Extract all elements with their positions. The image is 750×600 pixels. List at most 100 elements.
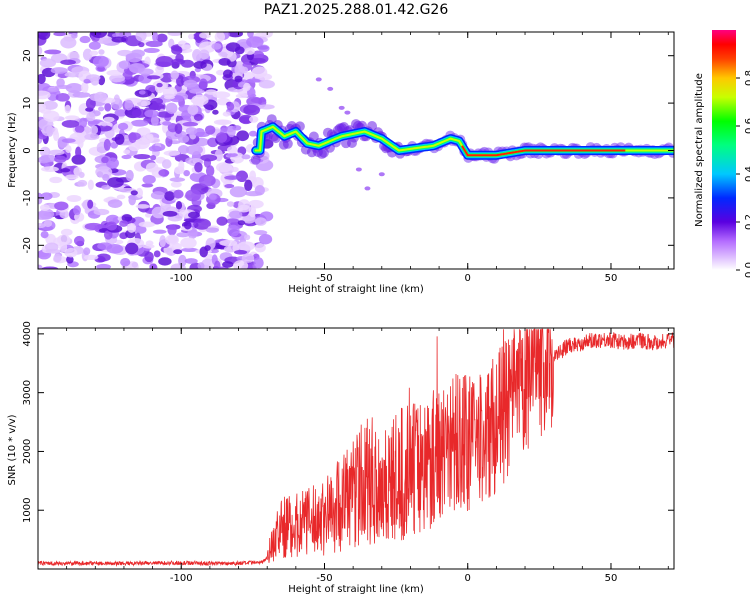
noise-blob [104, 102, 112, 112]
noise-blob [174, 166, 185, 175]
noise-blob [193, 113, 203, 121]
noise-blob [146, 133, 154, 140]
noise-blob [77, 179, 88, 187]
spectrogram-ytick-labels: 20 10 0 -10 -20 [22, 49, 33, 253]
noise-blob [81, 81, 89, 93]
noise-blob [226, 201, 235, 207]
noise-blob [111, 32, 125, 38]
noise-blob [234, 75, 243, 83]
colorbar-tick-label: 0.0 [744, 262, 750, 278]
noise-blob [253, 257, 264, 269]
noise-blob [189, 88, 205, 94]
noise-blob [43, 219, 53, 228]
snr-frame [37, 327, 675, 570]
noise-blob [101, 184, 111, 190]
noise-blob [194, 162, 203, 173]
noise-blob [162, 86, 178, 98]
colorbar-gradient [712, 30, 736, 270]
noise-blob [165, 102, 178, 114]
noise-blob [74, 125, 85, 134]
noise-blob [98, 49, 105, 55]
noise-blob [185, 127, 198, 135]
noise-blob [188, 33, 195, 40]
noise-blob [38, 32, 51, 40]
noise-blob [141, 183, 154, 188]
noise-blob [119, 220, 129, 227]
noise-blob [85, 97, 96, 110]
noise-blob [102, 173, 110, 182]
noise-blob [162, 121, 172, 126]
noise-blob [205, 227, 220, 233]
noise-blob [248, 130, 258, 137]
noise-blob [231, 166, 239, 173]
noise-blob [211, 42, 222, 50]
noise-blob [155, 55, 174, 68]
noise-blob [39, 208, 55, 220]
noise-blob [167, 224, 177, 236]
noise-blob [131, 261, 139, 268]
noise-blob [216, 120, 230, 125]
noise-blob [243, 82, 251, 92]
noise-blob [213, 260, 221, 269]
spectrogram-ticks [37, 32, 674, 269]
noise-blob [138, 221, 156, 228]
noise-blob [222, 111, 231, 117]
noise-blob [209, 249, 219, 254]
noise-blob [165, 234, 179, 246]
noise-blob [57, 234, 71, 245]
noise-blob [106, 157, 119, 169]
noise-blob [150, 97, 163, 105]
noise-blob [78, 171, 85, 179]
noise-blob [79, 117, 88, 128]
noise-blob [54, 201, 69, 211]
noise-blob [128, 63, 146, 74]
spectrogram-xtick-label: 50 [605, 273, 618, 284]
snr-panel: 1000 2000 3000 4000 -100 -50 0 50 Height of st… [7, 321, 675, 595]
noise-blob [49, 176, 63, 184]
noise-blob [60, 228, 73, 236]
noise-blob [184, 258, 198, 264]
colorbar-tick-label: 0.8 [744, 70, 750, 86]
noise-blob [90, 125, 99, 135]
noise-blob [151, 206, 166, 219]
noise-blob [224, 175, 241, 180]
noise-blob [50, 67, 68, 74]
noise-blob [171, 58, 186, 65]
snr-ylabel: SNR (10 * v/v) [7, 414, 18, 485]
noise-blob [135, 32, 147, 42]
noise-blob [84, 222, 103, 231]
noise-blob [212, 109, 219, 115]
noise-blob [60, 59, 76, 65]
noise-blob [258, 79, 275, 89]
noise-blob [163, 150, 181, 156]
noise-blob [234, 249, 248, 255]
spectrogram-xtick-labels: -100 -50 0 50 [170, 273, 617, 284]
noise-blob [44, 49, 62, 55]
noise-blob [87, 120, 100, 125]
noise-blob [39, 146, 51, 158]
snr-xlabel: Height of straight line (km) [288, 584, 424, 595]
noise-blob [233, 260, 249, 269]
noise-blob [92, 55, 109, 68]
ridge-scatter [327, 86, 334, 91]
spectrogram-xtick-label: -50 [316, 273, 332, 284]
noise-blob [164, 191, 175, 201]
noise-blob [64, 115, 80, 121]
noise-blob [130, 119, 149, 127]
snr-ticks [37, 328, 674, 569]
noise-blob [84, 133, 100, 141]
noise-blob [153, 250, 161, 258]
colorbar: 0.0 0.2 0.4 0.6 0.8 Normalized spectral ampl… [694, 30, 750, 278]
noise-blob [85, 74, 101, 82]
noise-blob [97, 257, 106, 263]
noise-blob [54, 84, 73, 89]
noise-blob [109, 74, 125, 83]
noise-blob [254, 243, 266, 253]
noise-blob [105, 221, 118, 231]
noise-blob [183, 221, 192, 230]
noise-blob [227, 32, 244, 38]
noise-blob [133, 154, 151, 160]
noise-blob [181, 247, 199, 252]
noise-blob [149, 103, 165, 111]
spectrogram-ytick-label: 0 [22, 147, 33, 153]
